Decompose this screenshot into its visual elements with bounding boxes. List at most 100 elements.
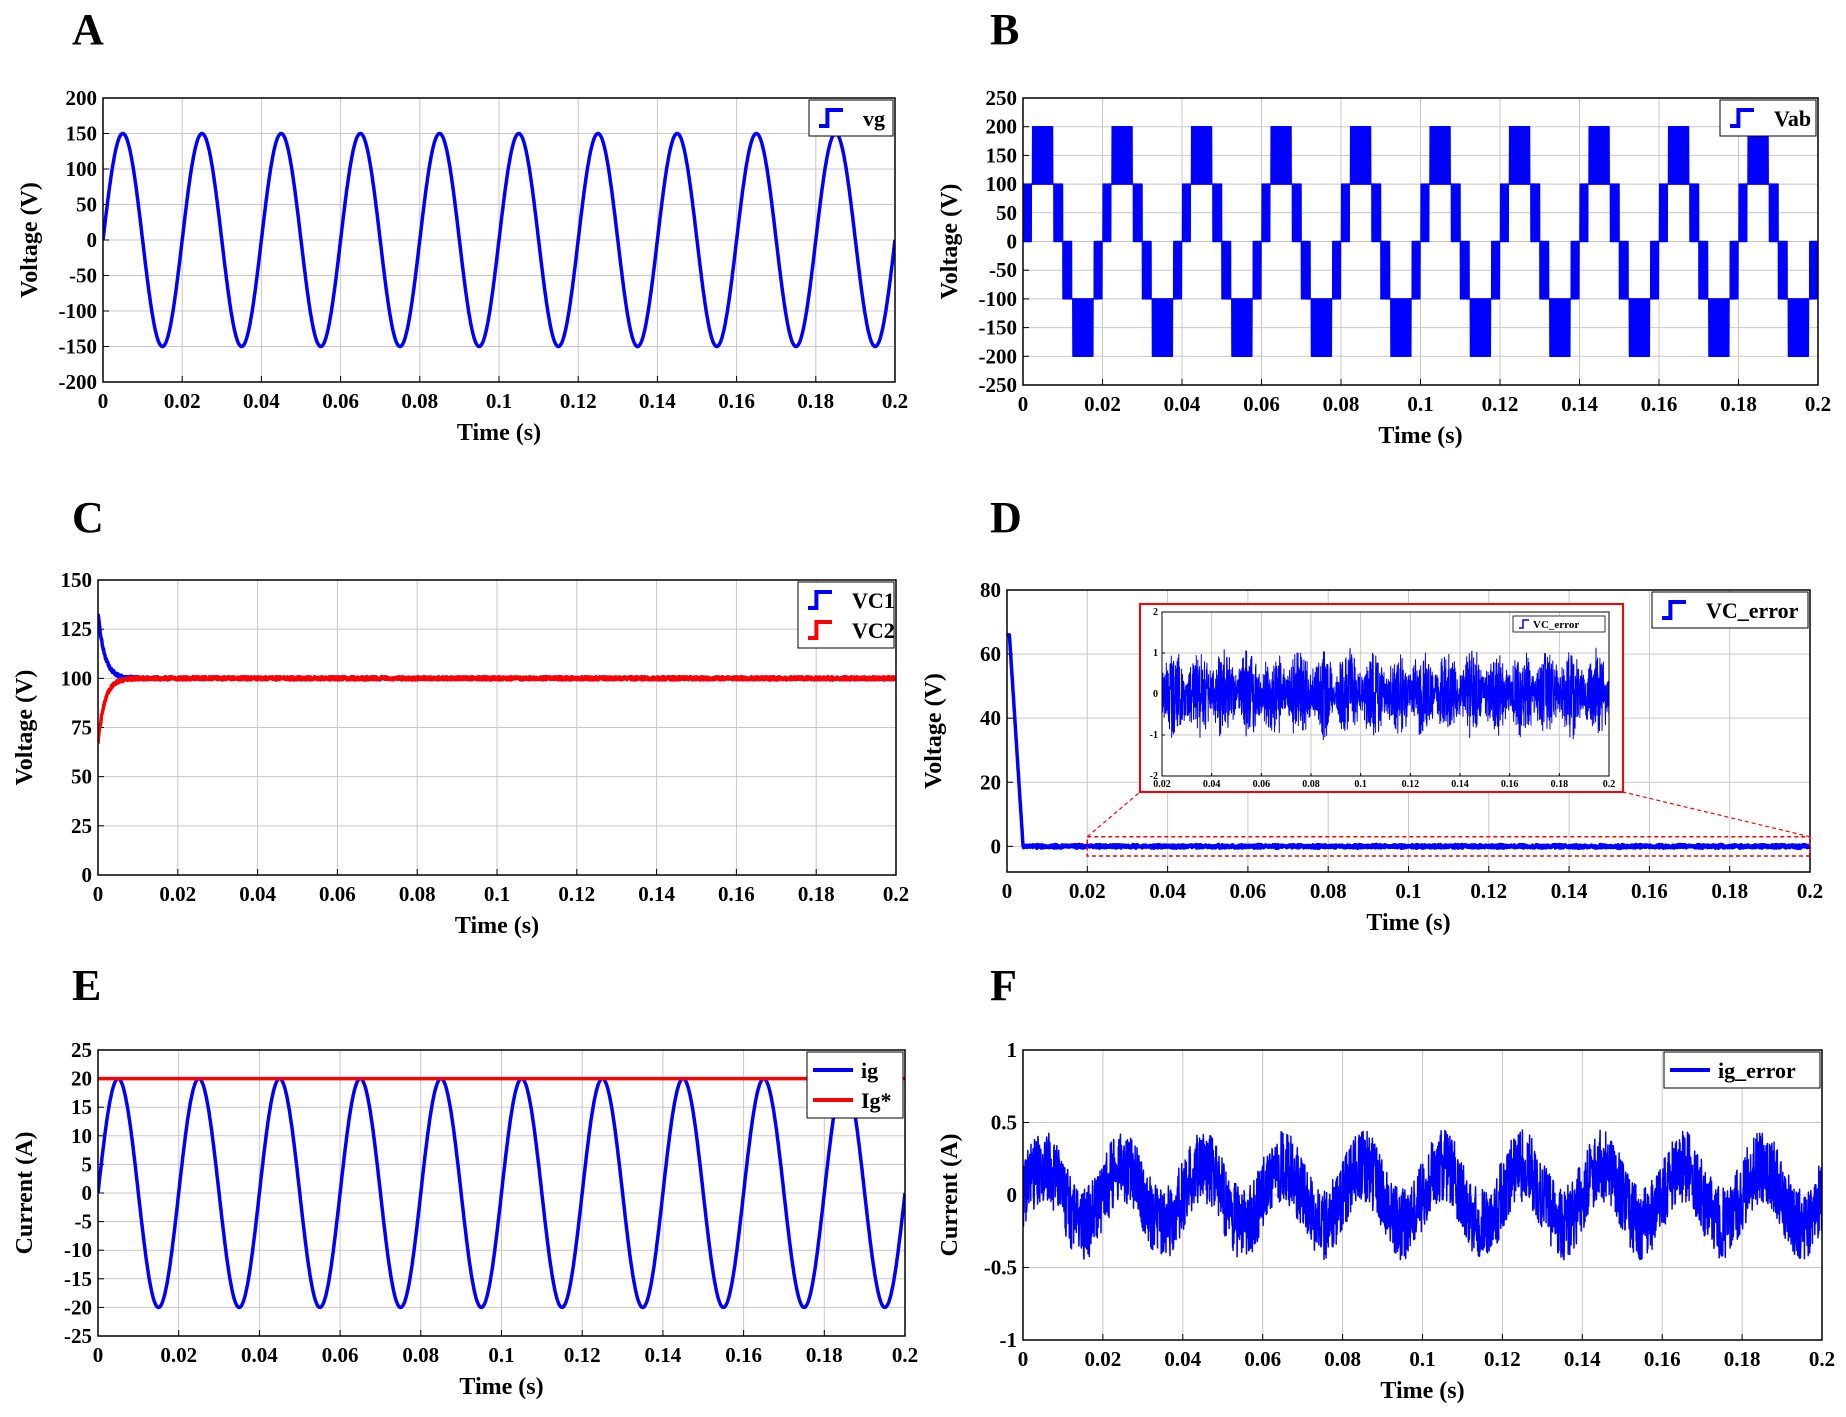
- x-tick-label: 0: [1002, 879, 1013, 903]
- y-tick-label: 0: [87, 228, 98, 252]
- plot-frame: [1022, 97, 1819, 386]
- x-tick-label: 0.1: [1407, 392, 1433, 416]
- x-axis-label: Time (s): [1366, 910, 1450, 936]
- panel-letter: B: [990, 5, 1019, 54]
- x-tick-label: 0.04: [1149, 879, 1186, 903]
- y-tick-label: 150: [986, 143, 1018, 167]
- plot-frame: [102, 97, 896, 383]
- series-group: [1023, 125, 1818, 358]
- series-group: [103, 131, 895, 349]
- inset-legend-icon: [1519, 619, 1529, 629]
- x-tick-label: 0.06: [1244, 1347, 1281, 1371]
- legend-step-icon: [819, 108, 843, 128]
- y-tick-label: -5: [75, 1210, 93, 1234]
- y-tick-label: 200: [66, 86, 98, 110]
- x-tick-label: 0.06: [1230, 879, 1267, 903]
- legend-box: [806, 1051, 904, 1119]
- panel-e: E 0 0.02 0.04 0.06 0.08 0.1 0.12 0.14 0.16 0.18 0.2…: [12, 961, 918, 1400]
- x-tick-label: 0.1: [488, 1343, 514, 1367]
- legend: ig_error: [1663, 1051, 1821, 1089]
- x-tick-label: 0.1: [486, 389, 512, 413]
- x-tick-label: 0.18: [1720, 392, 1757, 416]
- x-tick-label: 0.14: [1451, 779, 1469, 790]
- x-tick-label: 0.06: [319, 882, 356, 906]
- y-tick-label: 250: [986, 86, 1018, 110]
- series-line-vc-error: [1007, 633, 1810, 851]
- y-axis-label: Current (A): [12, 1132, 38, 1255]
- x-tick-label: 0.1: [1354, 779, 1367, 790]
- y-tick-label: -200: [59, 370, 98, 394]
- y-tick-label: -200: [979, 344, 1018, 368]
- x-tick-label: 0.2: [1603, 779, 1616, 790]
- panel-letter: E: [72, 961, 101, 1010]
- x-tick-label: 0.02: [160, 1343, 197, 1367]
- panel-c: C 0 0.02 0.04 0.06 0.08 0.1 0.12 0.14 0.16 0.18 0.2…: [12, 493, 909, 939]
- x-tick-label: 0: [98, 389, 109, 413]
- y-tick-label: 20: [71, 1067, 92, 1091]
- x-tick-label: 0.2: [882, 389, 908, 413]
- x-tick-label: 0.02: [164, 389, 201, 413]
- legend-label: ig: [861, 1058, 878, 1083]
- x-tick-label: 0.18: [1711, 879, 1748, 903]
- y-tick-label: 100: [66, 157, 98, 181]
- series-group: [1007, 633, 1810, 851]
- x-tick-label: 0.14: [638, 882, 675, 906]
- x-tick-label: 0.1: [1395, 879, 1421, 903]
- x-tick-label: 0.18: [1551, 779, 1569, 790]
- y-tick-label: 80: [980, 578, 1001, 602]
- y-tick-label: 150: [66, 122, 98, 146]
- legend-step-icon: [1730, 108, 1754, 128]
- y-tick-label: 1: [1007, 1038, 1018, 1062]
- y-tick-label: 0: [82, 1181, 93, 1205]
- x-tick-label: 0.2: [892, 1343, 918, 1367]
- series-group: [98, 1076, 905, 1310]
- y-tick-label: -1: [1000, 1328, 1018, 1352]
- panel-letter: C: [72, 493, 104, 542]
- panel-letter: F: [990, 961, 1017, 1010]
- legend-box: [808, 99, 894, 137]
- y-tick-label: -25: [64, 1324, 92, 1348]
- series-group: [98, 613, 896, 744]
- x-tick-label: 0.16: [718, 389, 755, 413]
- x-tick-label: 0.14: [1561, 392, 1598, 416]
- legend-box: [1651, 591, 1809, 629]
- y-tick-label: 150: [61, 568, 93, 592]
- x-tick-label: 0.16: [1644, 1347, 1681, 1371]
- y-tick-label: -20: [64, 1295, 92, 1319]
- x-axis-label: Time (s): [459, 1374, 543, 1400]
- y-tick-label: 200: [986, 115, 1018, 139]
- x-tick-label: 0.06: [1243, 392, 1280, 416]
- plot-frame: [1022, 1049, 1823, 1341]
- y-tick-label: 10: [71, 1124, 92, 1148]
- x-tick-label: 0.14: [645, 1343, 682, 1367]
- y-tick-label: 2: [1153, 607, 1158, 618]
- legend: vg: [808, 99, 894, 137]
- legend-label: VC2: [852, 618, 895, 643]
- inset-legend-box: [1512, 615, 1606, 633]
- x-tick-label: 0.14: [639, 389, 676, 413]
- x-tick-label: 0.02: [1084, 392, 1121, 416]
- y-tick-label: 25: [71, 1038, 92, 1062]
- x-axis-label: Time (s): [1380, 1378, 1464, 1404]
- legend: Vab: [1719, 99, 1817, 137]
- x-tick-label: 0.16: [718, 882, 755, 906]
- legend-step-icon: [1662, 600, 1686, 620]
- legend-step-icon: [808, 620, 832, 640]
- y-tick-label: 20: [980, 770, 1001, 794]
- y-tick-label: 0: [1153, 689, 1158, 700]
- legend-label: vg: [863, 106, 885, 131]
- plot-frame: [97, 579, 897, 876]
- plot-frame: [97, 1049, 906, 1337]
- y-axis-label: Voltage (V): [12, 670, 38, 786]
- y-tick-label: 125: [61, 617, 93, 641]
- plot-frame: [1006, 589, 1811, 873]
- y-tick-label: -50: [69, 264, 97, 288]
- y-tick-label: 0.5: [991, 1111, 1017, 1135]
- x-tick-label: 0.08: [399, 882, 436, 906]
- x-tick-label: 0.04: [241, 1343, 278, 1367]
- x-tick-label: 0: [1018, 1347, 1029, 1371]
- y-tick-label: 5: [82, 1152, 93, 1176]
- y-tick-label: 0: [1007, 230, 1018, 254]
- x-tick-label: 0.04: [239, 882, 276, 906]
- y-tick-label: 60: [980, 642, 1001, 666]
